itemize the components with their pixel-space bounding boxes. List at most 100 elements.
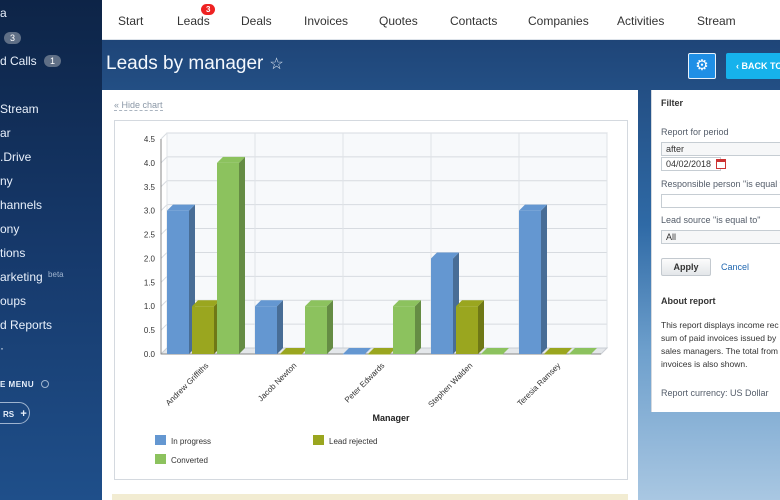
sidebar-item-label: tions: [0, 246, 26, 260]
left-sidebar: a 3 d Calls 1 Stream ar .Drive ny hannel…: [0, 0, 102, 500]
nav-companies[interactable]: Companies: [528, 14, 589, 28]
sidebar-item-0[interactable]: a: [0, 6, 7, 20]
sidebar-item-applications[interactable]: tions: [0, 246, 25, 260]
period-select[interactable]: after: [661, 142, 780, 156]
y-tick-label: 1.0: [144, 302, 156, 311]
apply-button[interactable]: Apply: [661, 258, 711, 276]
source-label: Lead source "is equal to": [661, 215, 761, 225]
sidebar-item-calls[interactable]: d Calls 1: [0, 54, 62, 68]
chart-container: 0.0 0.5 1.0 1.5 2.0 2.5 3.0 3.5 4.0 4.5 Andrew Gri…: [114, 120, 628, 480]
legend-swatch: [313, 435, 324, 445]
sidebar-item-label: ony: [0, 222, 20, 236]
sidebar-item-marketing[interactable]: arketing beta: [0, 270, 64, 284]
cancel-link[interactable]: Cancel: [721, 262, 750, 272]
settings-circle-icon: [40, 380, 49, 388]
y-tick-label: 2.5: [144, 231, 156, 240]
bar-2-3: [481, 354, 503, 355]
grid-diagonal: [160, 180, 168, 188]
y-tick-label: 0.5: [144, 326, 156, 335]
top-navigation: Start Leads 3 Deals Invoices Quotes Cont…: [102, 0, 780, 40]
sidebar-item-dot[interactable]: ·: [0, 341, 4, 355]
bar-2-1: [305, 306, 327, 354]
sidebar-item-channels[interactable]: hannels: [0, 198, 42, 212]
sidebar-item-label: ny: [0, 174, 13, 188]
back-button[interactable]: ‹ BACK TO: [726, 53, 780, 79]
bar-side-2-0: [239, 156, 245, 354]
bar-1-3: [456, 306, 478, 354]
counter-badge: 3: [4, 32, 22, 44]
back-button-label: BACK TO: [741, 61, 780, 71]
bar-top-2-1: [305, 300, 333, 307]
y-tick-label: 0.0: [144, 350, 156, 359]
nav-stream[interactable]: Stream: [697, 14, 736, 28]
gear-icon: ⚙: [695, 57, 709, 74]
legend-swatch: [155, 435, 166, 445]
nav-leads[interactable]: Leads: [177, 14, 210, 28]
bar-0-2: [343, 354, 365, 355]
bar-top-0-2: [343, 348, 371, 354]
configure-menu[interactable]: E MENU: [0, 380, 49, 389]
bar-top-1-1: [280, 348, 308, 354]
bar-0-4: [519, 210, 541, 354]
x-tick-label: Jacob Newton: [256, 361, 298, 403]
sidebar-item-calendar[interactable]: ar: [0, 126, 11, 140]
sidebar-item-company[interactable]: ny: [0, 174, 13, 188]
bar-top-0-3: [431, 252, 459, 259]
nav-deals[interactable]: Deals: [241, 14, 272, 28]
currency-note: Report currency: US Dollar: [661, 388, 769, 398]
about-line: sales managers. The total from: [661, 346, 779, 356]
legend-label: Converted: [171, 456, 208, 465]
nav-quotes[interactable]: Quotes: [379, 14, 418, 28]
counter-badge: 1: [44, 55, 62, 67]
bar-0-0: [167, 210, 189, 354]
bar-chart: 0.0 0.5 1.0 1.5 2.0 2.5 3.0 3.5 4.0 4.5 Andrew Gri…: [144, 132, 609, 465]
sidebar-item-label: a: [0, 6, 7, 20]
nav-invoices[interactable]: Invoices: [304, 14, 349, 28]
bar-side-2-1: [327, 300, 333, 354]
sidebar-item-groups[interactable]: oups: [0, 294, 26, 308]
grid-diagonal: [160, 204, 168, 212]
sidebar-item-label: Stream: [0, 102, 39, 116]
sidebar-item-label: hannels: [0, 198, 43, 212]
date-field[interactable]: 04/02/2018: [661, 157, 721, 171]
favorite-star-icon[interactable]: ☆: [269, 56, 284, 73]
grid-diagonal: [160, 323, 168, 331]
about-line: invoices is also shown.: [661, 359, 748, 369]
responsible-field[interactable]: [661, 194, 780, 208]
bar-top-1-3: [456, 300, 484, 307]
bar-top-0-4: [519, 204, 547, 211]
bar-1-2: [368, 354, 390, 355]
grid-diagonal: [160, 228, 168, 235]
sidebar-item-stream[interactable]: Stream: [0, 102, 39, 116]
sidebar-item-label: ar: [0, 126, 11, 140]
y-tick-label: 3.5: [144, 183, 156, 192]
sidebar-item-reports[interactable]: d Reports: [0, 318, 52, 332]
sidebar-item-label: d Reports: [0, 318, 53, 332]
filter-panel: Filter Report for period after 04/02/201…: [651, 90, 780, 412]
nav-activities[interactable]: Activities: [617, 14, 665, 28]
sidebar-item-1[interactable]: 3: [0, 31, 22, 45]
nav-contacts[interactable]: Contacts: [450, 14, 498, 28]
legend-label: In progress: [171, 437, 211, 446]
source-select[interactable]: All: [661, 230, 780, 244]
beta-label: beta: [48, 270, 64, 279]
bar-2-0: [217, 162, 239, 354]
bar-1-0: [192, 306, 214, 354]
sidebar-item-drive[interactable]: .Drive: [0, 150, 31, 164]
responsible-label: Responsible person "is equal to": [661, 179, 780, 189]
x-axis-label: Manager: [372, 413, 410, 423]
bar-0-3: [431, 258, 453, 354]
hide-chart-link[interactable]: « Hide chart: [114, 100, 163, 111]
sidebar-item-telephony[interactable]: ony: [0, 222, 19, 236]
settings-button[interactable]: ⚙: [688, 53, 716, 79]
sidebar-item-label: arketing: [0, 270, 43, 284]
y-tick-label: 1.5: [144, 278, 156, 287]
bar-top-2-2: [393, 300, 421, 307]
invite-users-button[interactable]: RS +: [0, 402, 30, 424]
bar-1-1: [280, 354, 302, 355]
nav-start[interactable]: Start: [118, 14, 144, 28]
sidebar-item-label: .Drive: [0, 150, 32, 164]
grid-diagonal: [160, 156, 168, 164]
calendar-icon[interactable]: [716, 159, 726, 169]
about-line: This report displays income rec: [661, 320, 779, 330]
